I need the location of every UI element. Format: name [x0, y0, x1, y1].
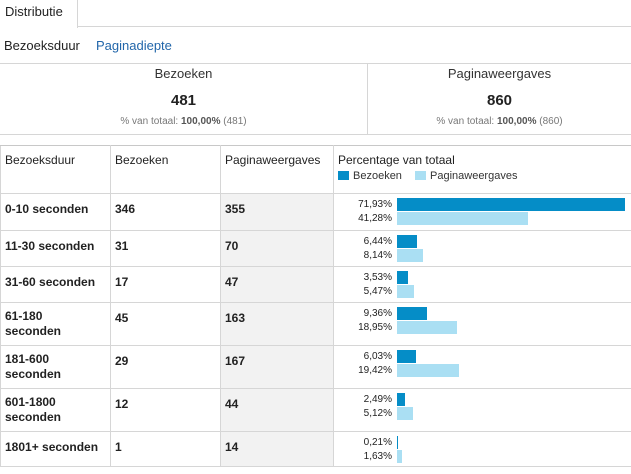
- pct-pageviews-label: 41,28%: [358, 213, 392, 224]
- cell-visits: 1: [110, 431, 221, 467]
- table-row: 1801+ seconden 1 14 0,21% 1,63%: [0, 431, 631, 467]
- legend-pageviews-label: Paginaweergaves: [430, 170, 518, 182]
- bar-pageviews: [397, 407, 413, 420]
- distribution-table: Bezoeksduur Bezoeken Paginaweergaves Per…: [0, 145, 631, 467]
- pct-pageviews-label: 5,12%: [363, 408, 392, 419]
- pct-visits-label: 6,44%: [363, 236, 392, 247]
- cell-duration: 181-600 seconden: [0, 345, 111, 389]
- chart-legend: Bezoeken Paginaweergaves: [338, 170, 627, 182]
- legend-visits-swatch: [338, 171, 349, 180]
- summary-visits: Bezoeken 481 % van totaal: 100,00% (481): [0, 64, 368, 134]
- percentage-labels: 0,21% 1,63%: [334, 436, 392, 464]
- cell-percentage: 3,53% 5,47%: [333, 266, 631, 303]
- subnav-paginadiepte-link[interactable]: Paginadiepte: [96, 38, 172, 53]
- summary-panel: Bezoeken 481 % van totaal: 100,00% (481)…: [0, 63, 631, 135]
- summary-pageviews-share: % van totaal: 100,00% (860): [436, 116, 563, 127]
- pct-pageviews-label: 5,47%: [363, 286, 392, 297]
- bar-pageviews: [397, 212, 528, 225]
- percentage-labels: 6,44% 8,14%: [334, 235, 392, 263]
- cell-duration: 0-10 seconden: [0, 193, 111, 231]
- percentage-labels: 2,49% 5,12%: [334, 393, 392, 421]
- cell-percentage: 2,49% 5,12%: [333, 388, 631, 432]
- table-row: 11-30 seconden 31 70 6,44% 8,14%: [0, 230, 631, 267]
- summary-visits-share: % van totaal: 100,00% (481): [120, 116, 247, 127]
- header-duration[interactable]: Bezoeksduur: [0, 145, 111, 194]
- header-visits[interactable]: Bezoeken: [110, 145, 221, 194]
- pct-visits-label: 71,93%: [358, 199, 392, 210]
- tab-bar: Distributie: [0, 0, 631, 28]
- header-percentage-title: Percentage van totaal: [338, 153, 455, 167]
- pct-visits-label: 2,49%: [363, 394, 392, 405]
- table-row: 601-1800 seconden 12 44 2,49% 5,12%: [0, 388, 631, 432]
- table-row: 181-600 seconden 29 167 6,03% 19,42%: [0, 345, 631, 389]
- summary-pageviews-value: 860: [486, 92, 513, 109]
- bar-visits: [397, 393, 405, 406]
- bar-visits: [397, 436, 398, 449]
- header-percentage[interactable]: Percentage van totaal Bezoeken Paginawee…: [333, 145, 631, 194]
- cell-visits: 45: [110, 302, 221, 346]
- tab-distributie[interactable]: Distributie: [0, 0, 78, 28]
- cell-visits: 17: [110, 266, 221, 303]
- cell-percentage: 6,44% 8,14%: [333, 230, 631, 267]
- pct-visits-label: 0,21%: [363, 437, 392, 448]
- pct-visits-label: 9,36%: [363, 308, 392, 319]
- cell-pageviews: 44: [220, 388, 334, 432]
- cell-duration: 11-30 seconden: [0, 230, 111, 267]
- cell-duration: 61-180 seconden: [0, 302, 111, 346]
- bar-pageviews: [397, 285, 414, 298]
- cell-pageviews: 167: [220, 345, 334, 389]
- bar-visits: [397, 235, 417, 248]
- bar-visits: [397, 198, 625, 211]
- table-row: 61-180 seconden 45 163 9,36% 18,95%: [0, 302, 631, 346]
- cell-visits: 346: [110, 193, 221, 231]
- cell-pageviews: 14: [220, 431, 334, 467]
- percentage-labels: 9,36% 18,95%: [334, 307, 392, 335]
- cell-pageviews: 70: [220, 230, 334, 267]
- summary-pageviews-label: Paginaweergaves: [447, 66, 552, 81]
- bar-pageviews: [397, 249, 423, 262]
- bar-pageviews: [397, 321, 457, 334]
- percentage-labels: 3,53% 5,47%: [334, 271, 392, 299]
- cell-percentage: 9,36% 18,95%: [333, 302, 631, 346]
- cell-percentage: 6,03% 19,42%: [333, 345, 631, 389]
- cell-visits: 31: [110, 230, 221, 267]
- pct-pageviews-label: 18,95%: [358, 322, 392, 333]
- bar-visits: [397, 307, 427, 320]
- legend-pageviews-swatch: [415, 171, 426, 180]
- header-pageviews[interactable]: Paginaweergaves: [220, 145, 334, 194]
- pct-pageviews-label: 19,42%: [358, 365, 392, 376]
- bar-visits: [397, 271, 408, 284]
- cell-duration: 1801+ seconden: [0, 431, 111, 467]
- summary-visits-value: 481: [170, 92, 197, 109]
- pct-pageviews-label: 8,14%: [363, 250, 392, 261]
- cell-percentage: 0,21% 1,63%: [333, 431, 631, 467]
- legend-visits-label: Bezoeken: [353, 170, 402, 182]
- cell-percentage: 71,93% 41,28%: [333, 193, 631, 231]
- percentage-labels: 6,03% 19,42%: [334, 350, 392, 378]
- bar-visits: [397, 350, 416, 363]
- cell-pageviews: 47: [220, 266, 334, 303]
- table-row: 0-10 seconden 346 355 71,93% 41,28%: [0, 193, 631, 231]
- pct-visits-label: 3,53%: [363, 272, 392, 283]
- bar-pageviews: [397, 450, 402, 463]
- cell-pageviews: 355: [220, 193, 334, 231]
- subnav-bezoeksduur: Bezoeksduur: [4, 38, 80, 53]
- cell-pageviews: 163: [220, 302, 334, 346]
- pct-visits-label: 6,03%: [363, 351, 392, 362]
- pct-pageviews-label: 1,63%: [363, 451, 392, 462]
- table-row: 31-60 seconden 17 47 3,53% 5,47%: [0, 266, 631, 303]
- cell-duration: 31-60 seconden: [0, 266, 111, 303]
- cell-visits: 29: [110, 345, 221, 389]
- summary-visits-label: Bezoeken: [154, 66, 213, 81]
- cell-duration: 601-1800 seconden: [0, 388, 111, 432]
- bar-pageviews: [397, 364, 459, 377]
- percentage-labels: 71,93% 41,28%: [334, 198, 392, 226]
- summary-pageviews: Paginaweergaves 860 % van totaal: 100,00…: [368, 64, 631, 134]
- cell-visits: 12: [110, 388, 221, 432]
